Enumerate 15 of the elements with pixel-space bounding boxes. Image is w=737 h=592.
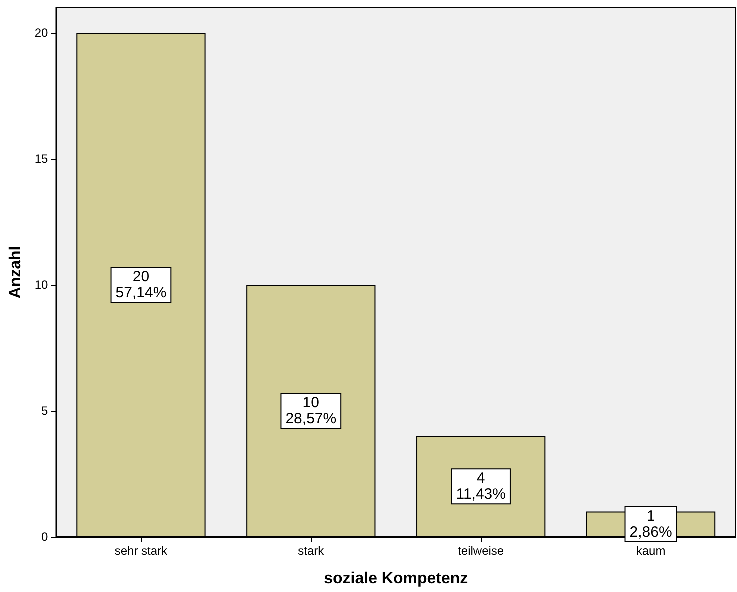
y-tick-label: 10 <box>34 278 49 292</box>
data-label: 10 28,57% <box>286 394 337 428</box>
y-tick-label: 0 <box>42 530 49 544</box>
x-tick-label: teilweise <box>458 544 504 558</box>
x-tick-label: sehr stark <box>114 544 169 558</box>
data-label: 4 11,43% <box>456 470 506 504</box>
y-tick-label: 5 <box>42 404 49 418</box>
data-label: 20 57,14% <box>116 268 167 302</box>
data-label: 1 2,86% <box>630 508 672 541</box>
y-tick-label: 20 <box>34 26 49 40</box>
x-tick-label: stark <box>298 544 326 558</box>
y-axis-title: Anzahl <box>8 246 24 299</box>
x-axis-title: soziale Kompetenz <box>324 570 468 588</box>
y-tick-label: 15 <box>34 152 49 166</box>
x-tick-label: kaum <box>636 544 666 558</box>
